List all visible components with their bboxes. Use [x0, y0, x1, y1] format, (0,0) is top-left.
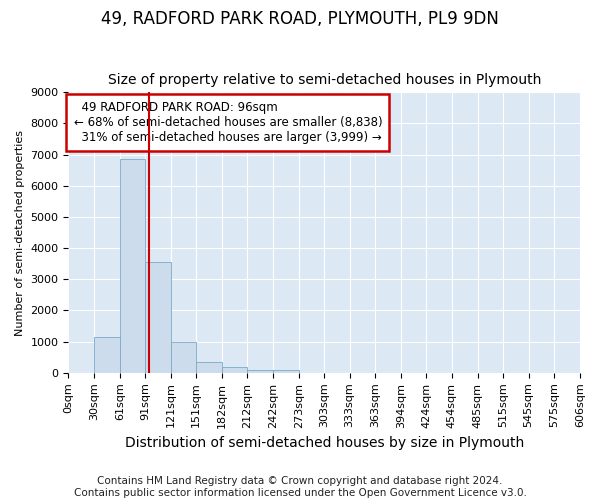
Y-axis label: Number of semi-detached properties: Number of semi-detached properties	[15, 130, 25, 336]
Title: Size of property relative to semi-detached houses in Plymouth: Size of property relative to semi-detach…	[107, 73, 541, 87]
Bar	[145, 262, 170, 373]
Bar	[247, 370, 273, 373]
Bar	[222, 368, 247, 373]
Text: 49, RADFORD PARK ROAD, PLYMOUTH, PL9 9DN: 49, RADFORD PARK ROAD, PLYMOUTH, PL9 9DN	[101, 10, 499, 28]
Bar	[273, 370, 299, 373]
Text: 49 RADFORD PARK ROAD: 96sqm
← 68% of semi-detached houses are smaller (8,838)
  : 49 RADFORD PARK ROAD: 96sqm ← 68% of sem…	[74, 100, 382, 144]
Bar	[94, 337, 120, 373]
Text: Contains HM Land Registry data © Crown copyright and database right 2024.
Contai: Contains HM Land Registry data © Crown c…	[74, 476, 526, 498]
Bar	[120, 160, 145, 373]
Bar	[196, 362, 222, 373]
Bar	[170, 342, 196, 373]
X-axis label: Distribution of semi-detached houses by size in Plymouth: Distribution of semi-detached houses by …	[125, 436, 524, 450]
